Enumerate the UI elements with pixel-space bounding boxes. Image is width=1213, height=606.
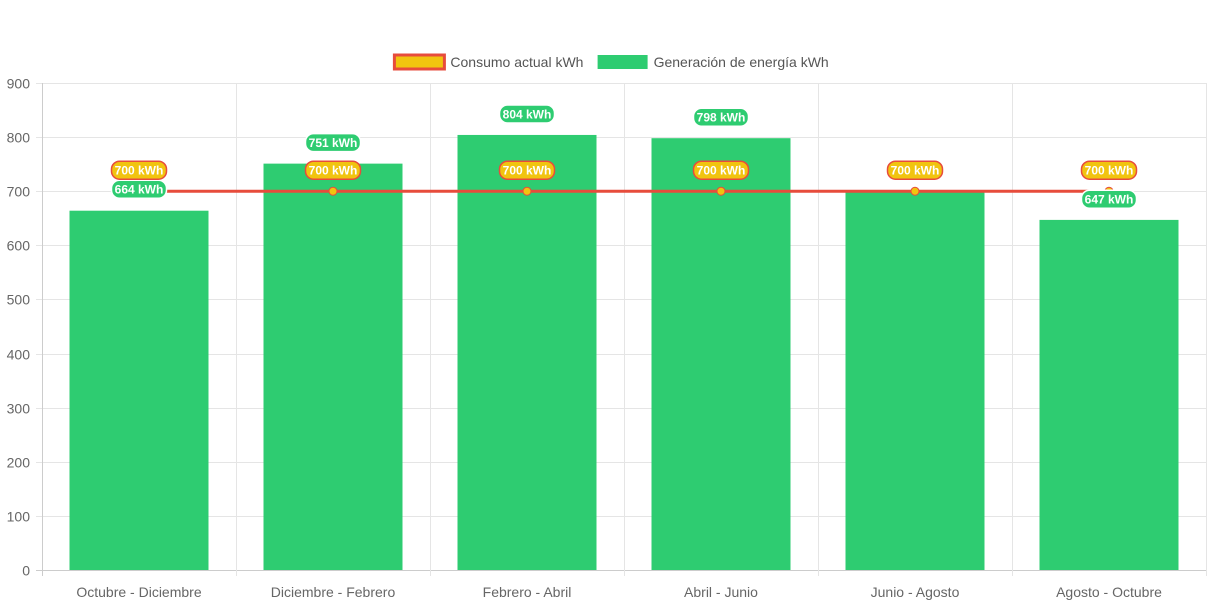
line-data-label-bg [110,160,168,180]
bar-data-label-text: 798 kWh [697,111,746,125]
y-tick-label: 200 [7,455,31,471]
bar-data-label: 798 kWh [692,107,750,127]
grid-lines [36,83,1207,576]
legend-item-generacion: Generación de energía kWh [597,54,829,70]
legend-label: Consumo actual kWh [450,54,583,70]
bar-data-label-bg [498,104,556,124]
y-tick-label: 100 [7,509,31,525]
bar-data-label-text: 804 kWh [503,107,552,121]
y-tick-label: 600 [7,238,31,254]
line-data-label-text: 700 kWh [115,164,164,178]
legend-swatch [597,55,648,69]
x-tick-label: Abril - Junio [684,584,758,600]
line-data-label: 700 kWh [110,160,168,180]
y-tick-label: 700 [7,184,31,200]
y-axis: 0 100 200 300 400 500 600 700 800 900 [7,76,31,579]
line-data-label-text: 700 kWh [503,164,552,178]
bar-data-label: 751 kWh [304,132,362,153]
line-point [716,186,726,196]
bar-data-label-text: 647 kWh [1085,193,1134,207]
bar-series [69,134,1179,571]
bar-data-label-bg [692,107,750,127]
line-data-label: 700 kWh [1080,160,1138,180]
line-data-label: 700 kWh [304,160,362,180]
line-data-label-text: 700 kWh [697,164,746,178]
y-tick-label: 500 [7,292,31,308]
bar-data-label-bg [304,132,362,153]
data-labels: 664 kWh 751 kWh 804 kWh 798 kWh 700 kWh 647 k… [110,104,1138,209]
bar [457,134,597,571]
legend-swatch [392,53,446,71]
bar-data-label-text: 751 kWh [309,136,358,150]
line-data-label: 700 kWh [886,160,944,180]
x-tick-label: Diciembre - Febrero [271,584,396,600]
line-data-label-text: 700 kWh [1085,164,1134,178]
y-tick-label: 0 [22,563,30,579]
line-data-label: 700 kWh [692,160,750,180]
y-tick-label: 900 [7,76,31,92]
y-tick-label: 400 [7,347,31,363]
x-tick-label: Agosto - Octubre [1056,584,1162,600]
bar [845,191,985,570]
legend-item-consumo: Consumo actual kWh [392,53,583,71]
bar-data-label-bg [1080,189,1138,209]
line-series [162,186,1114,196]
line-data-label-bg [498,160,556,180]
bar-data-label-text: 664 kWh [115,183,164,197]
legend: Consumo actual kWh Generación de energía … [392,53,829,71]
x-tick-label: Febrero - Abril [483,584,572,600]
bar [651,138,791,570]
line-data-label-text: 700 kWh [891,164,940,178]
line-data-label-bg [886,160,944,180]
line-point [522,186,532,196]
bar [263,163,403,570]
line-point [910,186,920,196]
line-data-label-bg [692,160,750,180]
line-data-label-text: 700 kWh [309,164,358,178]
bar-data-label: 647 kWh [1080,189,1138,209]
legend-label: Generación de energía kWh [654,54,829,70]
line-data-label-bg [304,160,362,180]
line-data-label: 700 kWh [498,160,556,180]
y-tick-label: 800 [7,130,31,146]
bar-data-label: 664 kWh [110,179,168,199]
bar [1039,219,1179,570]
bar-data-label: 804 kWh [498,104,556,124]
x-tick-label: Junio - Agosto [871,584,960,600]
x-tick-label: Octubre - Diciembre [76,584,201,600]
line-data-label-bg [1080,160,1138,180]
bar-data-label-bg [110,179,168,199]
bar [69,210,209,571]
line-point [328,186,338,196]
x-axis: Octubre - Diciembre Diciembre - Febrero Fe… [76,584,1162,600]
y-tick-label: 300 [7,401,31,417]
